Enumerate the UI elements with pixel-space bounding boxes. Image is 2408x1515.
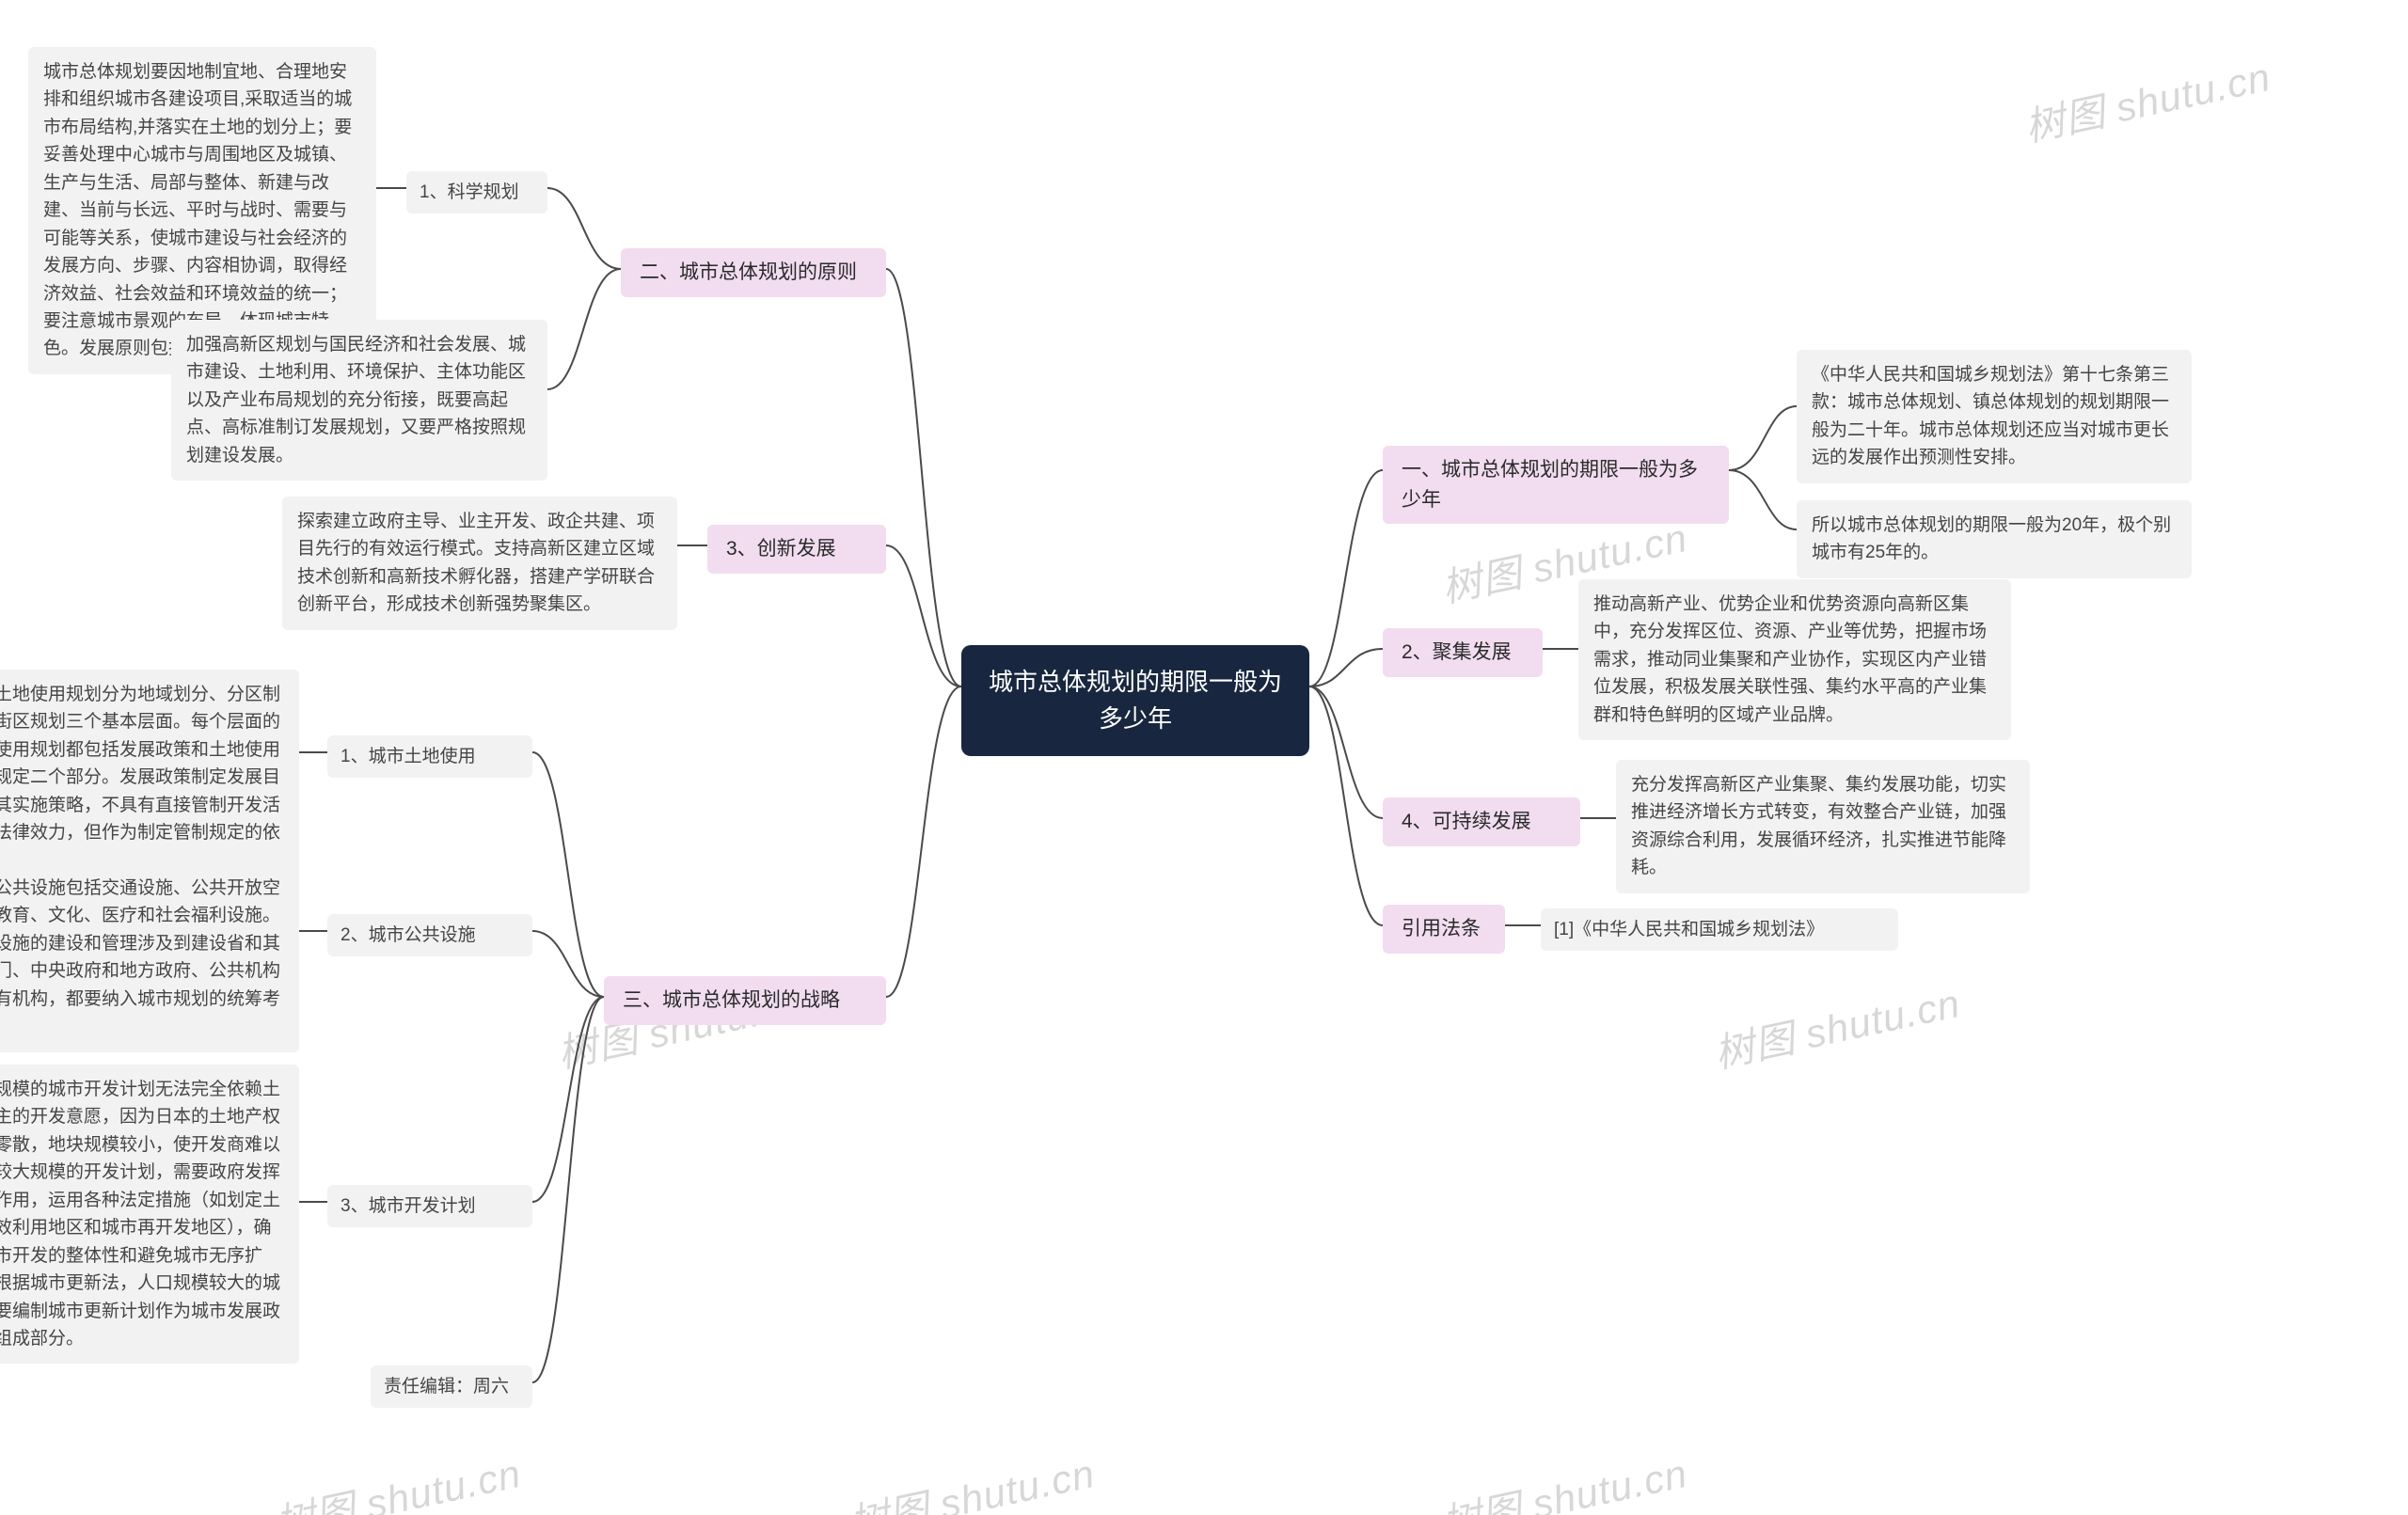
watermark: 树图 shutu.cn bbox=[270, 1442, 526, 1515]
branch-l1[interactable]: 二、城市总体规划的原则 bbox=[621, 248, 886, 297]
leaf-l3-c2: 城市公共设施包括交通设施、公共开放空间、教育、文化、医疗和社会福利设施。这些设施… bbox=[0, 863, 299, 1052]
branch-l2[interactable]: 3、创新发展 bbox=[707, 525, 886, 574]
leaf-r2-c1: 推动高新产业、优势企业和优势资源向高新区集中，充分发挥区位、资源、产业等优势，把… bbox=[1578, 579, 2011, 740]
branch-r4[interactable]: 引用法条 bbox=[1383, 905, 1505, 954]
label-l3-c2: 2、城市公共设施 bbox=[327, 914, 532, 956]
leaf-r1-c1: 《中华人民共和国城乡规划法》第十七条第三款：城市总体规划、镇总体规划的规划期限一… bbox=[1797, 350, 2192, 483]
branch-r2[interactable]: 2、聚集发展 bbox=[1383, 628, 1543, 677]
label-l3-c1: 1、城市土地使用 bbox=[327, 735, 532, 778]
watermark: 树图 shutu.cn bbox=[1709, 971, 1965, 1080]
branch-r3[interactable]: 4、可持续发展 bbox=[1383, 797, 1580, 846]
label-l3-c3: 3、城市开发计划 bbox=[327, 1185, 532, 1227]
leaf-r4-c1: [1]《中华人民共和国城乡规划法》 bbox=[1541, 908, 1898, 951]
leaf-l2-c1: 探索建立政府主导、业主开发、政企共建、项目先行的有效运行模式。支持高新区建立区域… bbox=[282, 497, 677, 630]
branch-r1[interactable]: 一、城市总体规划的期限一般为多少年 bbox=[1383, 446, 1729, 524]
branch-l3[interactable]: 三、城市总体规划的战略 bbox=[604, 976, 886, 1025]
watermark: 树图 shutu.cn bbox=[1436, 1442, 1692, 1515]
leaf-l3-c1: 城市土地使用规划分为地域划分、分区制度和街区规划三个基本层面。每个层面的土地使用… bbox=[0, 670, 299, 886]
label-l1-c1: 1、科学规划 bbox=[406, 171, 547, 213]
leaf-r1-c2: 所以城市总体规划的期限一般为20年，极个别城市有25年的。 bbox=[1797, 500, 2192, 578]
root-node[interactable]: 城市总体规划的期限一般为多少年 bbox=[961, 645, 1309, 756]
leaf-r3-c1: 充分发挥高新区产业集聚、集约发展功能，切实推进经济增长方式转变，有效整合产业链，… bbox=[1616, 760, 2030, 893]
mindmap-canvas: 树图 shutu.cn 树图 shutu.cn 树图 shutu.cn 树图 s… bbox=[0, 0, 2408, 1515]
leaf-l1-c2: 加强高新区规划与国民经济和社会发展、城市建设、土地利用、环境保护、主体功能区以及… bbox=[171, 320, 547, 481]
watermark: 树图 shutu.cn bbox=[2020, 45, 2275, 153]
leaf-l3-c3: 较大规模的城市开发计划无法完全依赖土地业主的开发意愿，因为日本的土地产权较为零散… bbox=[0, 1065, 299, 1364]
watermark: 树图 shutu.cn bbox=[844, 1442, 1100, 1515]
leaf-l3-c4: 责任编辑：周六 bbox=[371, 1365, 532, 1408]
